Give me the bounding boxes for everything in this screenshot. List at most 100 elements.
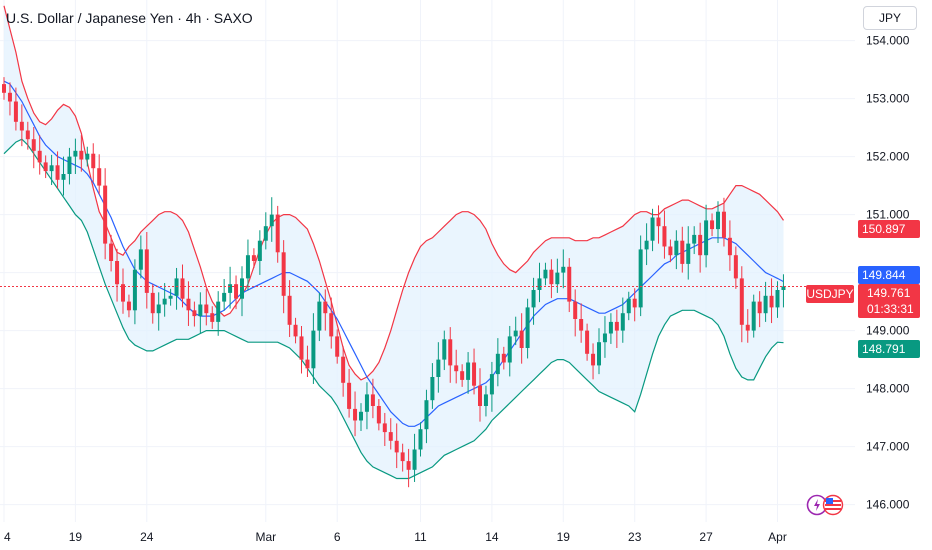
last-price-box: 149.761 01:33:31 <box>858 284 920 318</box>
candle-body <box>85 153 90 160</box>
middle-band-line <box>3 80 784 427</box>
x-tick-label: 6 <box>334 530 341 544</box>
candle-body <box>478 385 482 406</box>
candle-body <box>222 292 227 302</box>
candle-body <box>662 226 667 247</box>
candle-body <box>43 162 48 172</box>
candle-body <box>513 330 518 337</box>
candle-body <box>680 240 685 264</box>
candle-body <box>614 321 619 331</box>
candle-body <box>573 301 578 319</box>
x-tick-label: 19 <box>69 530 83 544</box>
candle-body <box>460 371 465 380</box>
candle-body <box>400 452 405 462</box>
y-tick-label: 152.000 <box>866 150 910 164</box>
candle-body <box>454 365 459 372</box>
upper-band-line <box>3 5 784 381</box>
candle-body <box>132 269 137 311</box>
candle-body <box>650 217 655 241</box>
candle-body <box>49 165 54 172</box>
candle-body <box>79 150 84 160</box>
candle-body <box>192 310 197 317</box>
candle-body <box>472 362 477 386</box>
candle-body <box>115 261 120 285</box>
time-axis[interactable]: 4 19 24 Mar 6 11 14 19 23 27 Apr <box>4 530 787 544</box>
lower-band-tag: 148.791 <box>858 340 920 358</box>
y-tick-label: 153.000 <box>866 92 910 106</box>
candle-body <box>769 295 774 308</box>
candle-body <box>109 243 114 261</box>
candle-body <box>442 339 447 360</box>
candle-body <box>704 220 709 256</box>
candle-body <box>418 429 423 450</box>
candle-body <box>495 353 500 375</box>
candle-body <box>656 217 661 227</box>
x-tick-label: Mar <box>255 530 276 544</box>
candle-body <box>763 295 768 314</box>
brand-logo[interactable] <box>806 494 844 516</box>
candle-body <box>353 408 358 421</box>
x-tick-label: 27 <box>699 530 713 544</box>
candle-body <box>31 139 36 151</box>
candle-body <box>329 313 334 337</box>
candle-body <box>632 298 637 308</box>
bar-countdown: 01:33:31 <box>867 302 914 316</box>
candle-body <box>686 243 691 264</box>
candle-body <box>335 336 340 357</box>
candle-body <box>376 406 381 424</box>
candle-body <box>585 330 590 354</box>
candle-body <box>13 101 18 122</box>
x-tick-label: 23 <box>628 530 642 544</box>
candle-body <box>2 84 6 93</box>
candle-body <box>561 266 566 273</box>
candle-body <box>394 440 399 453</box>
candle-body <box>263 226 268 241</box>
candle-body <box>608 321 613 334</box>
candle-body <box>210 313 215 322</box>
candle-body <box>299 336 304 360</box>
candle-body <box>55 165 60 180</box>
candle-body <box>311 330 316 369</box>
candle-body <box>121 284 125 302</box>
candle-body <box>781 286 786 290</box>
candle-body <box>138 249 143 270</box>
candle-body <box>257 240 262 261</box>
price-axis[interactable]: 154.000153.000152.000151.000150.000149.0… <box>866 34 910 512</box>
candle-body <box>7 92 12 102</box>
candle-body <box>341 356 346 383</box>
candle-body <box>579 319 584 331</box>
candle-body <box>775 290 780 308</box>
candle-body <box>287 295 292 325</box>
candle-body <box>543 269 548 279</box>
candle-body <box>251 255 256 261</box>
candle-body <box>412 449 417 470</box>
candle-body <box>531 290 536 308</box>
candle-body <box>19 121 24 131</box>
candle-body <box>430 377 435 401</box>
candle-body <box>507 336 512 363</box>
candle-body <box>144 249 149 293</box>
candle-body <box>638 249 643 308</box>
y-tick-label: 147.000 <box>866 440 910 454</box>
candle-body <box>370 394 375 406</box>
candle-body <box>37 150 42 163</box>
candle-body <box>275 214 280 253</box>
upper-band-tag: 150.897 <box>858 220 920 238</box>
candle-body <box>727 237 732 256</box>
candle-body <box>162 298 167 305</box>
candle-body <box>745 324 750 331</box>
candle-body <box>751 301 756 331</box>
candle-body <box>483 394 488 406</box>
candle-body <box>97 168 102 186</box>
candles <box>2 77 786 488</box>
candle-body <box>644 240 649 250</box>
candle-body <box>692 234 697 244</box>
candle-body <box>555 272 560 285</box>
x-tick-label: 14 <box>485 530 499 544</box>
y-tick-label: 151.000 <box>866 208 910 222</box>
candle-body <box>501 353 506 363</box>
currency-selector[interactable]: JPY <box>863 6 917 30</box>
candle-body <box>591 353 596 366</box>
candle-body <box>537 278 542 290</box>
